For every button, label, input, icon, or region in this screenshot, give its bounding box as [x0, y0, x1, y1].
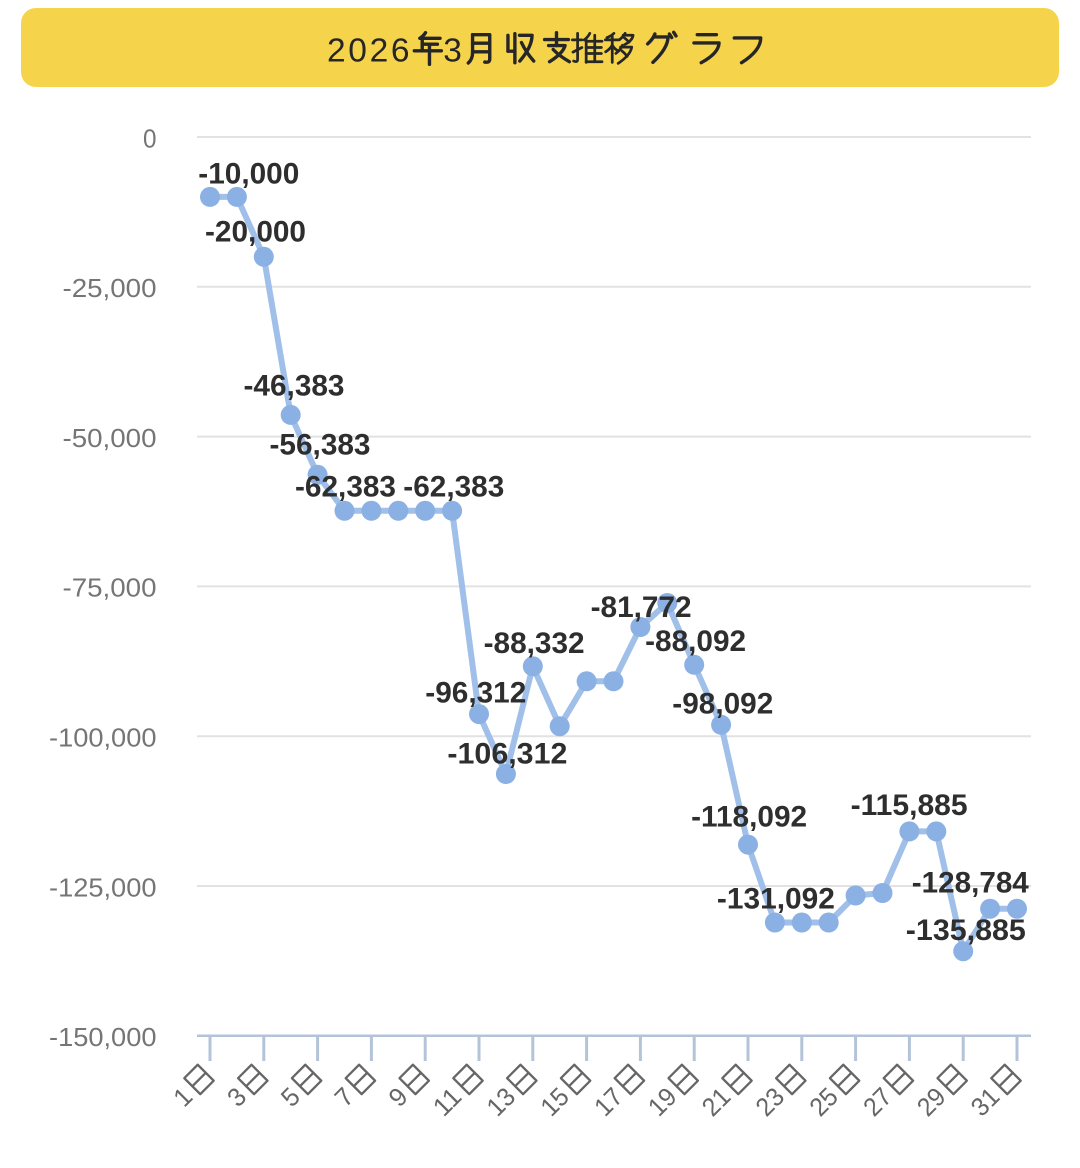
svg-text:-100,000: -100,000	[49, 723, 157, 753]
svg-text:-131,092: -131,092	[717, 882, 835, 915]
svg-text:-46,383: -46,383	[244, 369, 345, 402]
svg-text:3: 3	[443, 33, 462, 70]
svg-text:-128,784: -128,784	[912, 867, 1029, 900]
svg-text:-96,312: -96,312	[425, 677, 526, 710]
svg-text:-98,092: -98,092	[672, 687, 773, 720]
svg-text:-25,000: -25,000	[63, 273, 157, 303]
svg-text:-106,312: -106,312	[447, 737, 567, 770]
svg-text:-62,383: -62,383	[403, 471, 504, 504]
svg-text:-50,000: -50,000	[63, 423, 157, 453]
svg-text:-81,772: -81,772	[591, 591, 692, 624]
svg-text:-20,000: -20,000	[205, 215, 306, 248]
svg-text:-125,000: -125,000	[49, 872, 157, 902]
svg-text:-56,383: -56,383	[270, 429, 371, 462]
svg-text:-88,092: -88,092	[645, 625, 746, 658]
svg-text:-88,332: -88,332	[484, 627, 585, 660]
svg-text:-135,885: -135,885	[906, 914, 1026, 947]
svg-text:-75,000: -75,000	[63, 573, 157, 603]
svg-text:0: 0	[143, 123, 157, 153]
svg-text:-118,092: -118,092	[691, 800, 807, 833]
svg-text:-62,383: -62,383	[295, 471, 396, 504]
svg-text:-115,885: -115,885	[851, 789, 968, 822]
svg-text:-10,000: -10,000	[198, 157, 299, 190]
svg-text:-150,000: -150,000	[49, 1022, 157, 1052]
